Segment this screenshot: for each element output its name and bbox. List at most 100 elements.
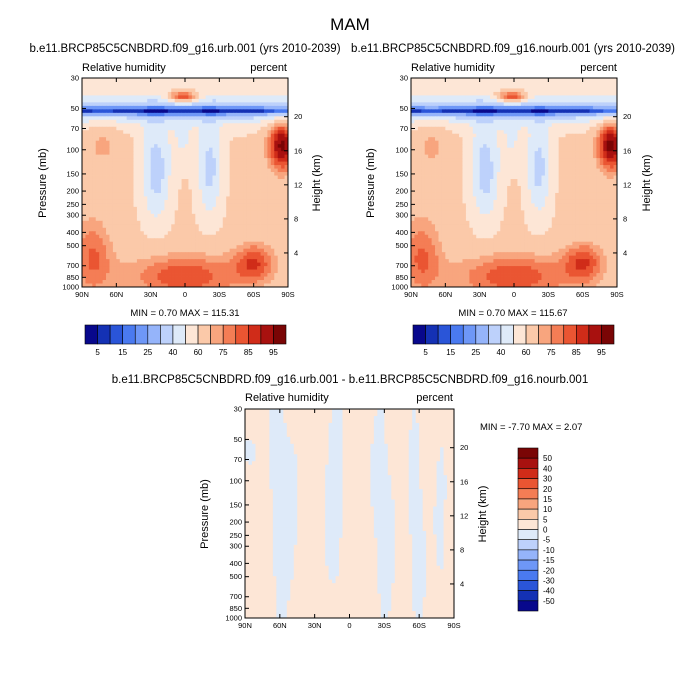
field-cell [88, 252, 93, 257]
field-cell [277, 102, 282, 107]
field-cell [123, 245, 128, 250]
field-cell [277, 130, 282, 135]
field-cell [589, 126, 594, 131]
field-cell [592, 140, 597, 145]
field-cell [185, 98, 189, 103]
field-cell [212, 213, 217, 218]
field-cell [147, 126, 152, 131]
field-cell [140, 262, 145, 267]
field-cell [157, 98, 162, 103]
field-cell [592, 119, 597, 124]
field-cell [263, 245, 268, 250]
field-cell [112, 102, 117, 107]
field-cell [88, 224, 93, 229]
field-cell [606, 98, 611, 103]
field-cell [510, 116, 515, 121]
field-cell [233, 147, 237, 152]
field-cell [435, 78, 439, 82]
field-cell [106, 165, 110, 169]
field-cell [85, 245, 90, 250]
field-cell [274, 172, 279, 176]
field-cell [510, 123, 515, 128]
field-cell [239, 206, 244, 211]
field-cell [209, 210, 213, 215]
field-cell [167, 133, 172, 138]
field-cell [260, 234, 265, 239]
field-cell [198, 266, 203, 270]
field-cell [417, 102, 422, 107]
field-cell [126, 252, 131, 257]
field-cell [236, 245, 241, 250]
field-cell [171, 175, 176, 180]
field-cell [147, 151, 152, 156]
field-cell [198, 269, 203, 274]
field-cell [603, 116, 608, 121]
field-cell [424, 84, 429, 89]
field-cell [202, 238, 206, 243]
field-cell [544, 105, 549, 110]
field-cell [102, 241, 107, 246]
field-cell [517, 78, 522, 82]
field-cell [603, 81, 608, 86]
field-cell [239, 102, 244, 107]
field-cell [188, 280, 193, 284]
field-cell [188, 116, 193, 121]
field-cell [99, 109, 103, 114]
field-cell [544, 137, 549, 142]
field-cell [479, 102, 484, 107]
field-cell [123, 84, 128, 89]
field-cell [260, 203, 265, 208]
field-cell [106, 130, 110, 135]
field-cell [181, 196, 186, 201]
field-cell [479, 84, 484, 89]
field-cell [493, 78, 498, 82]
field-cell [205, 248, 210, 253]
field-cell [548, 130, 553, 135]
field-cell [493, 109, 498, 114]
field-cell [534, 95, 539, 100]
field-cell [195, 269, 200, 274]
field-cell [181, 280, 186, 284]
field-cell [246, 95, 251, 100]
field-cell [136, 199, 141, 204]
field-cell [243, 161, 248, 166]
field-cell [253, 130, 258, 135]
field-cell [140, 238, 145, 243]
field-cell [260, 224, 265, 229]
field-cell [479, 119, 484, 124]
field-cell [233, 130, 237, 135]
field-cell [226, 105, 231, 110]
field-cell [178, 144, 182, 149]
y-tick-label: 1000 [62, 283, 79, 292]
field-cell [260, 179, 265, 183]
field-cell [123, 112, 128, 117]
field-cell [191, 255, 196, 260]
field-cell [109, 269, 114, 274]
field-cell [424, 88, 429, 93]
field-cell [592, 133, 597, 138]
field-cell [164, 280, 169, 284]
field-cell [431, 98, 436, 103]
field-cell [260, 165, 265, 169]
field-cell [150, 91, 155, 96]
field-cell [160, 189, 165, 194]
field-cell [205, 252, 210, 257]
field-cell [185, 252, 189, 257]
field-cell [263, 172, 268, 176]
field-cell [185, 119, 189, 124]
field-cell [130, 210, 134, 215]
field-cell [92, 133, 97, 138]
field-cell [157, 119, 162, 124]
field-cell [613, 109, 618, 114]
field-cell [277, 116, 282, 121]
field-cell [517, 137, 522, 142]
field-cell [452, 137, 457, 142]
field-cell [133, 102, 138, 107]
field-cell [462, 137, 467, 142]
field-cell [178, 168, 182, 173]
field-cell [417, 154, 422, 159]
field-cell [257, 241, 261, 246]
field-cell [469, 98, 474, 103]
field-cell [209, 266, 213, 270]
field-cell [548, 109, 553, 114]
